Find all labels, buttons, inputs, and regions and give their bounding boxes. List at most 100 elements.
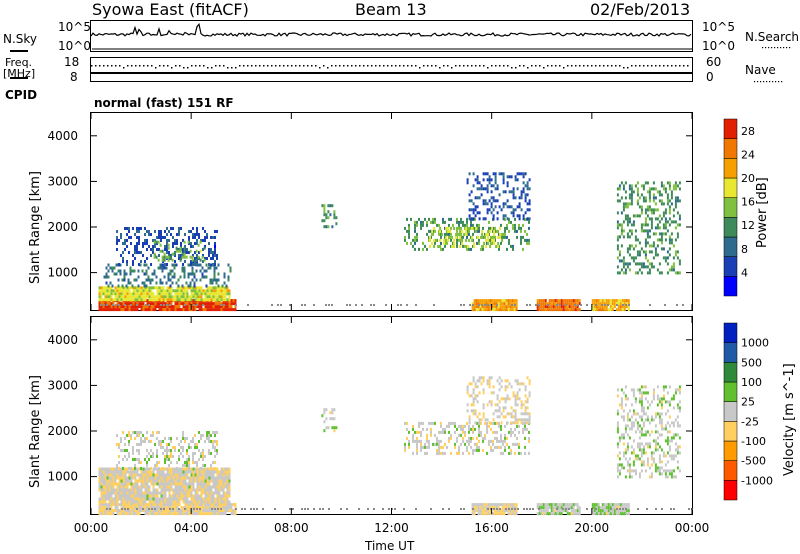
nave-dot — [451, 67, 453, 69]
nave-dot — [259, 65, 261, 67]
nave-dot — [495, 65, 497, 67]
ground-scatter-dot — [355, 304, 357, 306]
nave-dot — [563, 67, 565, 69]
ground-scatter-dot — [169, 508, 171, 510]
ground-scatter-dot — [385, 304, 387, 306]
power-colorbar-cell — [723, 118, 738, 139]
data-region-power-10 — [536, 299, 581, 312]
ground-scatter-dot — [403, 508, 405, 510]
power-colorbar-tick: 12 — [741, 219, 755, 232]
nave-dot — [359, 65, 361, 67]
nsearch-legend-dot — [768, 47, 770, 49]
ground-scatter-dot — [586, 304, 588, 306]
nave-dot — [547, 65, 549, 67]
velocity-colorbar-tick: -1000 — [741, 474, 773, 487]
ground-scatter-dot — [292, 508, 294, 510]
nave-dot — [95, 65, 97, 67]
ground-scatter-dot — [610, 508, 612, 510]
nave-dot — [679, 65, 681, 67]
data-region-power-1 — [98, 286, 231, 302]
ground-scatter-dot — [601, 304, 603, 306]
nsearch-legend-dot — [777, 47, 779, 49]
nave-dot — [583, 65, 585, 67]
cpid-label: CPID — [5, 88, 38, 102]
ground-scatter-dot — [646, 508, 648, 510]
ground-scatter-dot — [511, 508, 513, 510]
ground-scatter-dot — [235, 304, 237, 306]
x-tick-label: 16:00 — [474, 521, 509, 535]
nave-dot — [407, 65, 409, 67]
ground-scatter-dot — [373, 508, 375, 510]
nave-legend-dot — [778, 81, 780, 83]
ground-scatter-dot — [625, 304, 627, 306]
power-colorbar-cell — [723, 177, 738, 198]
nave-dot — [323, 65, 325, 67]
ground-scatter-dot — [328, 508, 330, 510]
nave-dot — [391, 65, 393, 67]
nave-dot — [175, 65, 177, 67]
power-colorbar-tick: 16 — [741, 196, 755, 209]
ground-scatter-dot — [619, 508, 621, 510]
nsearch-legend-dot — [771, 47, 773, 49]
ground-scatter-dot — [568, 508, 570, 510]
nsearch-legend-dot — [786, 47, 788, 49]
nave-dot — [411, 65, 413, 67]
nave-dot — [339, 65, 341, 67]
nave-dot — [155, 67, 157, 69]
nave-dot — [635, 65, 637, 67]
ground-scatter-dot — [247, 304, 249, 306]
ground-scatter-dot — [616, 508, 618, 510]
nave-dot — [491, 65, 493, 67]
nave-dot — [367, 65, 369, 67]
ground-scatter-dot — [349, 304, 351, 306]
ground-scatter-dot — [463, 304, 465, 306]
ground-scatter-dot — [244, 508, 246, 510]
nave-dot — [375, 65, 377, 67]
nave-dot — [499, 65, 501, 67]
nave-dot — [531, 65, 533, 67]
nave-dot — [503, 65, 505, 67]
nsky-tick-top: 10^5 — [58, 20, 91, 34]
nsky-tick-bottom: 10^0 — [58, 39, 91, 53]
data-region-power-8 — [466, 172, 531, 221]
nave-dot — [623, 67, 625, 69]
nave-tick-bottom: 0 — [706, 70, 714, 84]
nave-dot — [415, 65, 417, 67]
nave-dot — [419, 67, 421, 69]
ground-scatter-dot — [670, 508, 672, 510]
x-tick-label: 20:00 — [575, 521, 610, 535]
ground-scatter-dot — [163, 304, 165, 306]
ground-scatter-dot — [154, 508, 156, 510]
nave-dot — [119, 65, 121, 67]
nave-dot — [363, 65, 365, 67]
nave-dot — [647, 65, 649, 67]
ground-scatter-dot — [676, 304, 678, 306]
ground-scatter-dot — [514, 304, 516, 306]
ground-scatter-dot — [256, 508, 258, 510]
ground-scatter-dot — [202, 304, 204, 306]
x-tick-label: 04:00 — [174, 521, 209, 535]
nave-dot — [487, 67, 489, 69]
ground-scatter-dot — [397, 304, 399, 306]
nsearch-legend-dot — [765, 47, 767, 49]
data-region-velocity-5 — [466, 376, 531, 425]
ground-scatter-dot — [580, 304, 582, 306]
nave-dot — [251, 65, 253, 67]
ground-scatter-dot — [628, 304, 630, 306]
ground-scatter-dot — [535, 304, 537, 306]
nave-legend-dot — [769, 81, 771, 83]
ground-scatter-dot — [274, 508, 276, 510]
data-region-power-12 — [616, 181, 681, 275]
nave-dot — [559, 65, 561, 67]
nave-legend-dot — [763, 81, 765, 83]
ground-scatter-dot — [328, 304, 330, 306]
nave-legend-dot — [760, 81, 762, 83]
ground-scatter-dot — [673, 508, 675, 510]
nave-dot — [211, 67, 213, 69]
ground-scatter-dot — [538, 304, 540, 306]
ground-scatter-dot — [472, 508, 474, 510]
nave-legend-dot — [775, 81, 777, 83]
ground-scatter-dot — [655, 508, 657, 510]
velocity-colorbar-cell — [723, 342, 738, 363]
